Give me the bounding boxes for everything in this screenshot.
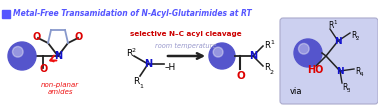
FancyBboxPatch shape <box>280 18 378 104</box>
Text: N: N <box>334 36 342 45</box>
Circle shape <box>209 43 235 69</box>
Text: 1: 1 <box>270 40 274 45</box>
Circle shape <box>8 42 36 70</box>
Text: room temperature: room temperature <box>155 43 217 49</box>
Text: R: R <box>355 66 360 75</box>
Text: O: O <box>75 32 83 42</box>
Text: 4: 4 <box>360 72 364 77</box>
Text: R: R <box>351 31 356 40</box>
Text: R: R <box>328 20 333 29</box>
Text: O: O <box>237 71 245 81</box>
Text: N: N <box>54 51 62 61</box>
Text: R: R <box>126 50 132 59</box>
Text: 2: 2 <box>356 36 359 40</box>
Text: O: O <box>40 64 48 74</box>
Circle shape <box>299 43 309 54</box>
Text: R: R <box>264 42 270 50</box>
Text: non-planar
amides: non-planar amides <box>41 82 79 95</box>
Circle shape <box>294 39 322 67</box>
Circle shape <box>213 47 223 57</box>
Text: 3: 3 <box>347 87 350 93</box>
Text: R: R <box>133 77 139 86</box>
Circle shape <box>12 46 23 57</box>
Text: via: via <box>290 87 302 96</box>
Text: N: N <box>336 66 344 75</box>
Text: selective N–C acyl cleavage: selective N–C acyl cleavage <box>130 31 242 37</box>
Text: –H: –H <box>165 63 176 72</box>
Text: N: N <box>144 59 152 69</box>
Text: 1: 1 <box>139 84 143 89</box>
Text: N: N <box>249 51 257 61</box>
Text: HO: HO <box>307 65 323 75</box>
Text: 2: 2 <box>132 47 136 52</box>
Text: Metal-Free Transamidation of N-Acyl-Glutarimides at RT: Metal-Free Transamidation of N-Acyl-Glut… <box>13 10 252 19</box>
Text: O: O <box>33 32 41 42</box>
Text: R: R <box>264 63 270 73</box>
Text: 1: 1 <box>333 20 336 24</box>
Text: 2: 2 <box>270 70 274 75</box>
Text: R: R <box>342 82 347 91</box>
Bar <box>2 10 10 18</box>
